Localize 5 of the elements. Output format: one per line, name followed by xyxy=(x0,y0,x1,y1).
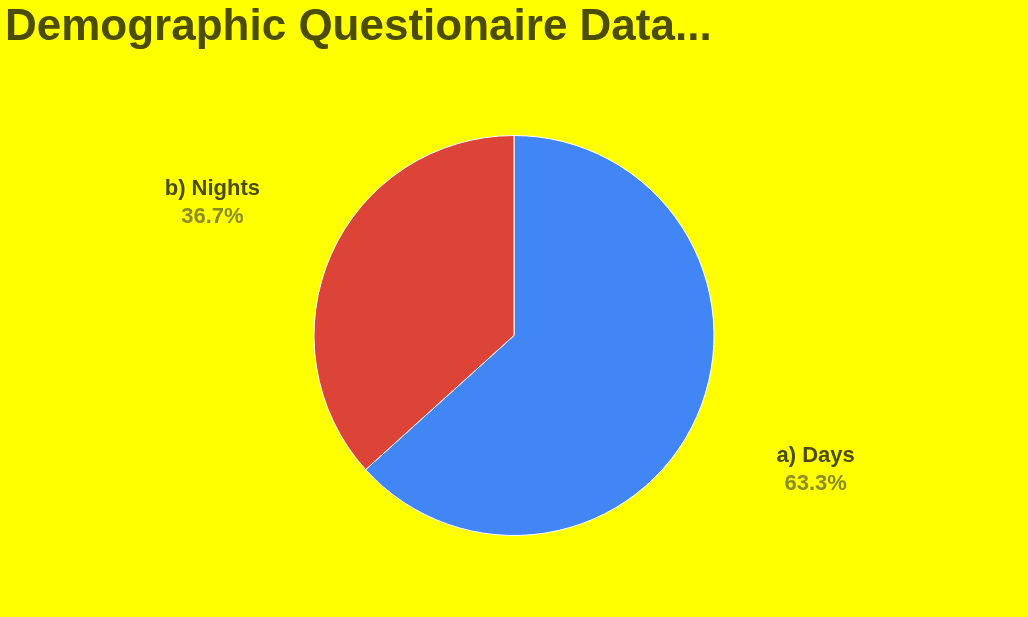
data-label: 63.3% xyxy=(784,470,847,496)
slice-label: a) Days xyxy=(776,442,855,468)
chart-title: Demographic Questionaire Data... xyxy=(5,0,712,49)
slice-label: b) Nights xyxy=(164,174,261,200)
data-label: 36.7% xyxy=(181,202,244,228)
